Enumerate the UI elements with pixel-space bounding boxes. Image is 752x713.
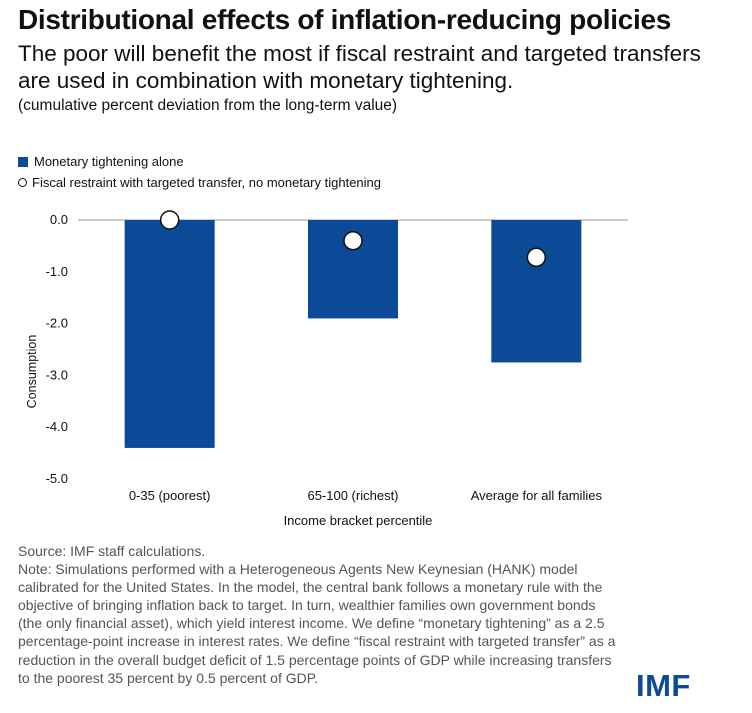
legend-dot-label: Fiscal restraint with targeted transfer,… <box>32 175 382 190</box>
dot-marker <box>526 247 547 268</box>
bar <box>491 220 582 363</box>
y-axis-label: Consumption <box>25 335 39 409</box>
chart-subtitle: The poor will benefit the most if fiscal… <box>18 41 701 93</box>
y-tick-label: -2.0 <box>46 316 68 331</box>
chart-plot: 0.0 -1.0 -2.0 -3.0 -4.0 -5.0 Consumption 0-35 (… <box>25 210 628 528</box>
chart-title: Distributional effects of inflation-redu… <box>18 4 672 35</box>
y-tick-label: 0.0 <box>50 212 68 227</box>
y-tick-label: -3.0 <box>46 367 68 382</box>
x-tick-label: 0-35 (poorest) <box>129 488 211 503</box>
legend-bar-label: Monetary tightening alone <box>34 154 184 169</box>
units-label: (cumulative percent deviation from the l… <box>18 97 398 114</box>
dot-marker <box>159 210 180 230</box>
legend: Monetary tightening alone Fiscal restrai… <box>18 151 381 193</box>
imf-logo: IMF <box>636 668 691 703</box>
x-tick-label: Average for all families <box>471 488 603 503</box>
legend-item-bar: Monetary tightening alone <box>18 151 381 172</box>
legend-bar-swatch <box>18 156 28 167</box>
bar <box>124 220 215 448</box>
y-tick-label: -5.0 <box>46 471 68 486</box>
legend-dot-swatch <box>18 178 27 187</box>
x-axis-label: Income bracket percentile <box>284 513 433 528</box>
legend-item-dot: Fiscal restraint with targeted transfer,… <box>18 172 381 193</box>
note-text: Note: Simulations performed with a Heter… <box>18 561 616 686</box>
x-tick-label: 65-100 (richest) <box>307 488 398 503</box>
notes: Source: IMF staff calculations. Note: Si… <box>18 542 618 687</box>
dot-marker <box>343 230 363 251</box>
y-tick-label: -1.0 <box>46 264 68 279</box>
y-tick-label: -4.0 <box>46 419 68 434</box>
source-text: Source: IMF staff calculations. <box>18 543 206 559</box>
